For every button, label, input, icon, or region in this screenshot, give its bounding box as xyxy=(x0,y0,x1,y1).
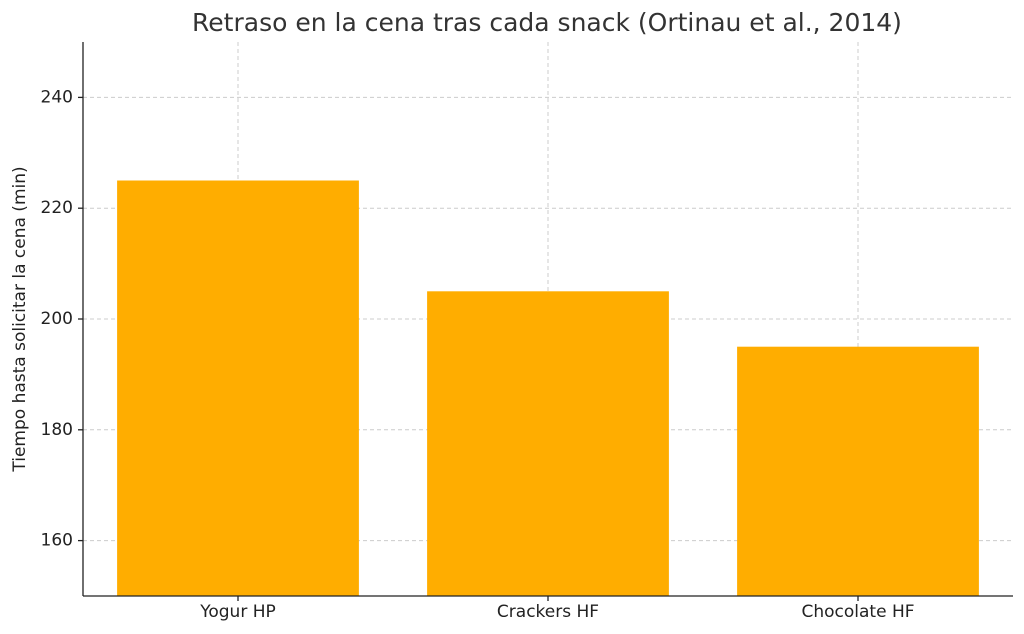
y-tick-label: 180 xyxy=(41,420,73,440)
x-tick-label: Crackers HF xyxy=(497,602,599,622)
y-tick-label: 160 xyxy=(41,531,73,551)
y-tick-label: 240 xyxy=(41,87,73,107)
bar xyxy=(117,180,359,596)
y-tick-label: 220 xyxy=(41,198,73,218)
chart-title: Retraso en la cena tras cada snack (Orti… xyxy=(192,8,902,37)
y-tick-label: 200 xyxy=(41,309,73,329)
bar xyxy=(427,291,669,596)
bar xyxy=(737,346,979,596)
x-tick-label: Yogur HP xyxy=(199,602,276,622)
y-axis-label: Tiempo hasta solicitar la cena (min) xyxy=(10,166,30,472)
x-tick-label: Chocolate HF xyxy=(801,602,914,622)
